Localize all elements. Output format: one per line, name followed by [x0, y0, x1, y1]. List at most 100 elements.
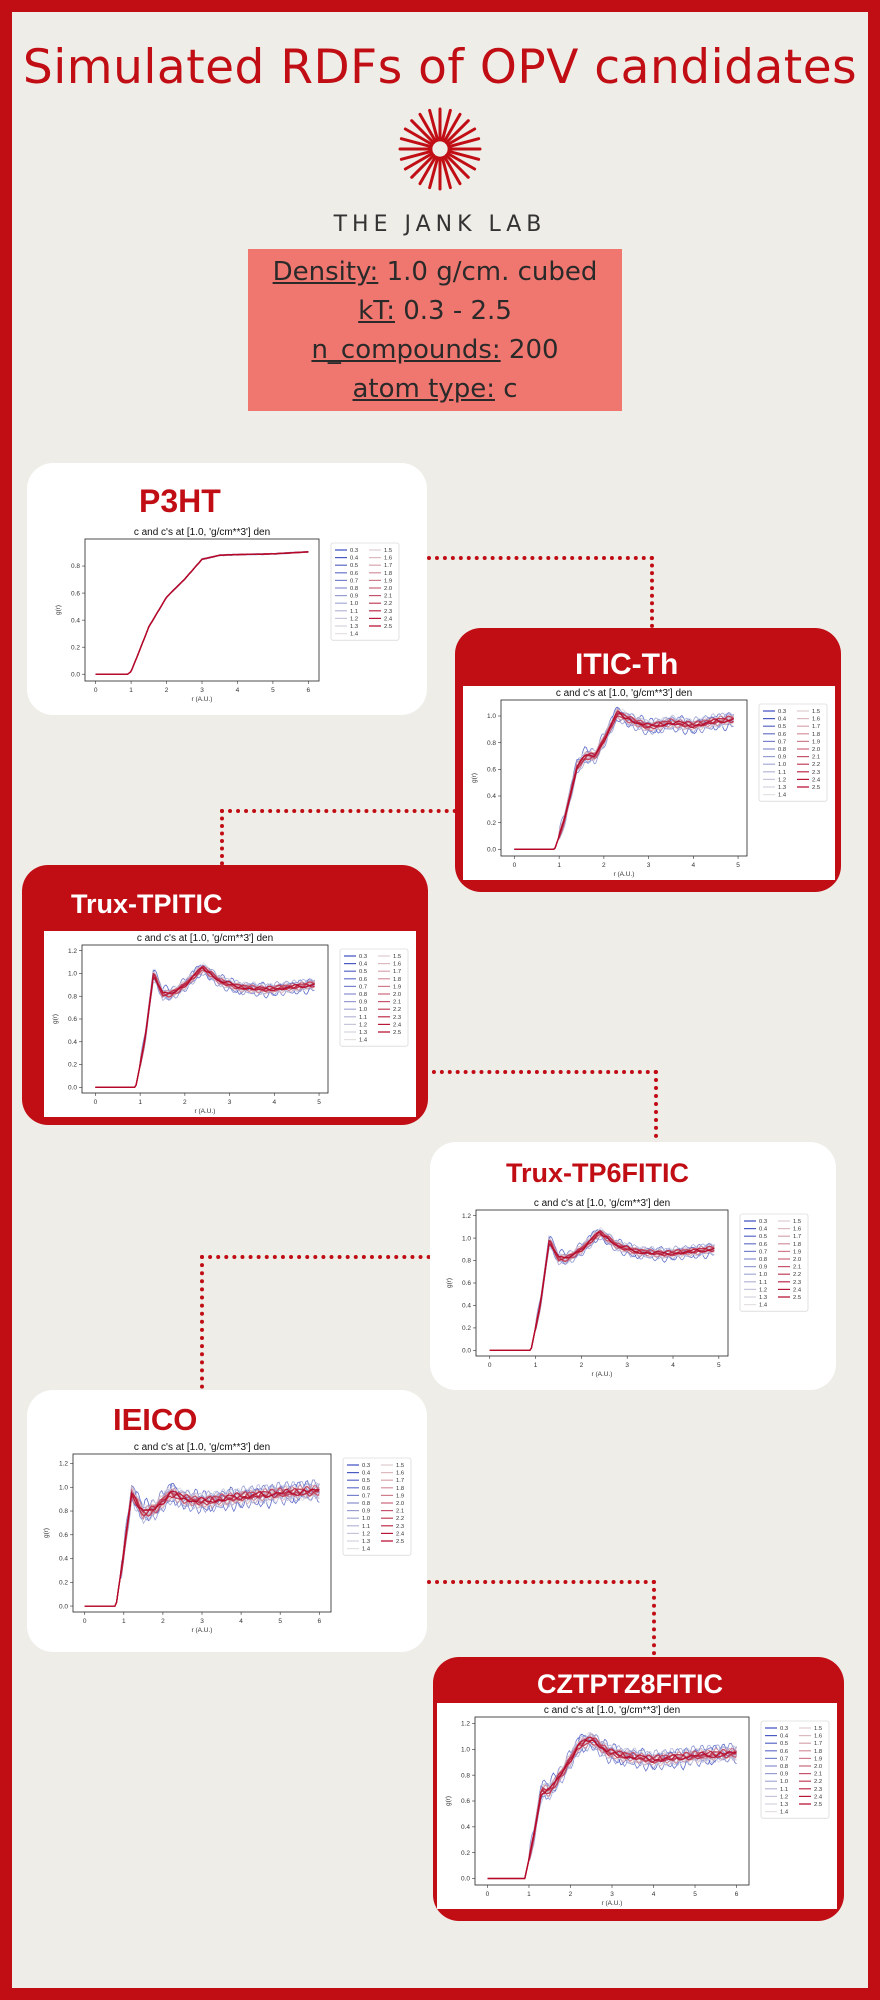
- y-tick-label: 1.0: [487, 713, 496, 720]
- y-tick-label: 1.2: [461, 1721, 470, 1728]
- legend-label: 0.7: [759, 1249, 767, 1255]
- y-axis-label: g(r): [43, 1528, 50, 1538]
- legend-label: 1.5: [393, 954, 401, 960]
- x-tick-label: 2: [165, 687, 169, 694]
- connector: [427, 1580, 656, 1671]
- param-atom-type: atom type: c: [248, 370, 622, 409]
- legend-box: [342, 1457, 412, 1556]
- card-title: Trux-TPITIC: [71, 889, 223, 919]
- rdf-chart: c and c's at [1.0, 'g/cm**3'] den 0 1 2 3 4 5 6…: [437, 1703, 837, 1909]
- card-ieico: IEICO c and c's at [1.0, 'g/cm**3'] den 0…: [27, 1390, 427, 1652]
- legend-label: 2.5: [793, 1295, 801, 1301]
- legend-label: 0.6: [780, 1749, 788, 1755]
- legend-label: 1.6: [793, 1227, 801, 1233]
- legend-label: 2.0: [384, 586, 392, 592]
- plot-frame: [81, 944, 329, 1094]
- y-tick-label: 0.6: [487, 767, 496, 774]
- y-tick-label: 1.0: [461, 1747, 470, 1754]
- x-tick-label: 5: [278, 1618, 282, 1625]
- legend-label: 1.8: [396, 1486, 404, 1492]
- y-axis-label: g(r): [471, 773, 478, 783]
- x-tick-label: 2: [183, 1099, 187, 1106]
- y-tick-label: 0.8: [71, 563, 80, 570]
- x-tick-label: 1: [527, 1891, 531, 1898]
- x-axis-label: r (A.U.): [195, 1108, 216, 1115]
- legend-label: 2.4: [814, 1794, 823, 1800]
- legend-label: 2.0: [812, 747, 820, 753]
- x-tick-label: 1: [557, 862, 561, 869]
- connector: [424, 1070, 658, 1146]
- param-value: 1.0 g/cm. cubed: [378, 257, 598, 287]
- card-trux-tpitic: Trux-TPITIC c and c's at [1.0, 'g/cm**3'…: [22, 865, 428, 1125]
- x-tick-label: 2: [569, 1891, 573, 1898]
- legend-label: 1.8: [793, 1242, 801, 1248]
- param-key: n_compounds:: [311, 335, 501, 365]
- legend-label: 1.1: [778, 770, 786, 776]
- legend-label: 2.3: [393, 1015, 401, 1021]
- x-tick-label: 4: [273, 1099, 277, 1106]
- param-key: Density:: [272, 257, 379, 287]
- x-tick-label: 6: [735, 1891, 739, 1898]
- y-tick-label: 0.4: [59, 1556, 68, 1563]
- legend-label: 1.6: [396, 1471, 404, 1477]
- y-tick-label: 0.4: [487, 793, 496, 800]
- legend-label: 0.6: [778, 732, 786, 738]
- x-tick-label: 5: [736, 862, 740, 869]
- x-tick-label: 3: [200, 1618, 204, 1625]
- legend-label: 1.8: [384, 571, 392, 577]
- series-line-kT-2.5: [95, 551, 309, 675]
- card-trux-tp6fitic: Trux-TP6FITIC c and c's at [1.0, 'g/cm**…: [430, 1142, 836, 1390]
- chart-title: c and c's at [1.0, 'g/cm**3'] den: [134, 1442, 270, 1453]
- legend-label: 0.9: [350, 594, 358, 600]
- legend-label: 0.8: [350, 586, 358, 592]
- x-tick-label: 1: [122, 1618, 126, 1625]
- legend-label: 1.3: [362, 1539, 370, 1545]
- legend-label: 0.5: [359, 969, 367, 975]
- legend-label: 0.4: [759, 1227, 768, 1233]
- x-tick-label: 4: [239, 1618, 243, 1625]
- y-tick-label: 1.2: [462, 1213, 471, 1220]
- legend-label: 0.4: [778, 717, 787, 723]
- legend-label: 1.0: [780, 1779, 788, 1785]
- y-tick-label: 0.0: [59, 1603, 68, 1610]
- legend-box: [330, 542, 400, 641]
- legend-label: 0.6: [350, 571, 358, 577]
- legend-label: 1.6: [393, 962, 401, 968]
- x-tick-label: 5: [717, 1362, 721, 1369]
- legend-label: 1.7: [812, 724, 820, 730]
- sunburst-logo-icon: [398, 107, 482, 191]
- y-tick-label: 0.0: [71, 671, 80, 678]
- legend-label: 0.9: [359, 1000, 367, 1006]
- legend-label: 0.9: [780, 1772, 788, 1778]
- legend-label: 1.8: [812, 732, 820, 738]
- x-tick-label: 5: [271, 687, 275, 694]
- legend-label: 1.1: [362, 1524, 370, 1530]
- legend-label: 1.0: [359, 1007, 367, 1013]
- legend-label: 0.6: [359, 977, 367, 983]
- x-axis-label: r (A.U.): [602, 1900, 623, 1907]
- legend-label: 2.4: [793, 1287, 802, 1293]
- legend-label: 2.5: [384, 624, 392, 630]
- legend-label: 1.4: [350, 632, 359, 638]
- y-tick-label: 1.0: [68, 971, 77, 978]
- connector: [427, 556, 654, 628]
- legend-label: 2.0: [793, 1257, 801, 1263]
- x-tick-label: 0: [94, 687, 98, 694]
- legend-label: 1.0: [350, 601, 358, 607]
- series-line-kT-2.5: [489, 1231, 715, 1352]
- y-tick-label: 0.2: [68, 1062, 77, 1069]
- legend-label: 1.4: [362, 1547, 371, 1553]
- y-tick-label: 0.4: [68, 1039, 77, 1046]
- legend-label: 1.8: [393, 977, 401, 983]
- y-tick-label: 0.6: [71, 590, 80, 597]
- legend-label: 1.1: [780, 1787, 788, 1793]
- legend-label: 2.4: [396, 1531, 405, 1537]
- legend-label: 2.4: [812, 777, 821, 783]
- legend-label: 0.7: [350, 578, 358, 584]
- card-title: ITIC-Th: [575, 648, 679, 681]
- connector: [220, 809, 457, 873]
- legend-label: 1.5: [396, 1463, 404, 1469]
- legend-label: 0.8: [778, 747, 786, 753]
- card-title: P3HT: [139, 483, 221, 519]
- legend-label: 2.2: [812, 762, 820, 768]
